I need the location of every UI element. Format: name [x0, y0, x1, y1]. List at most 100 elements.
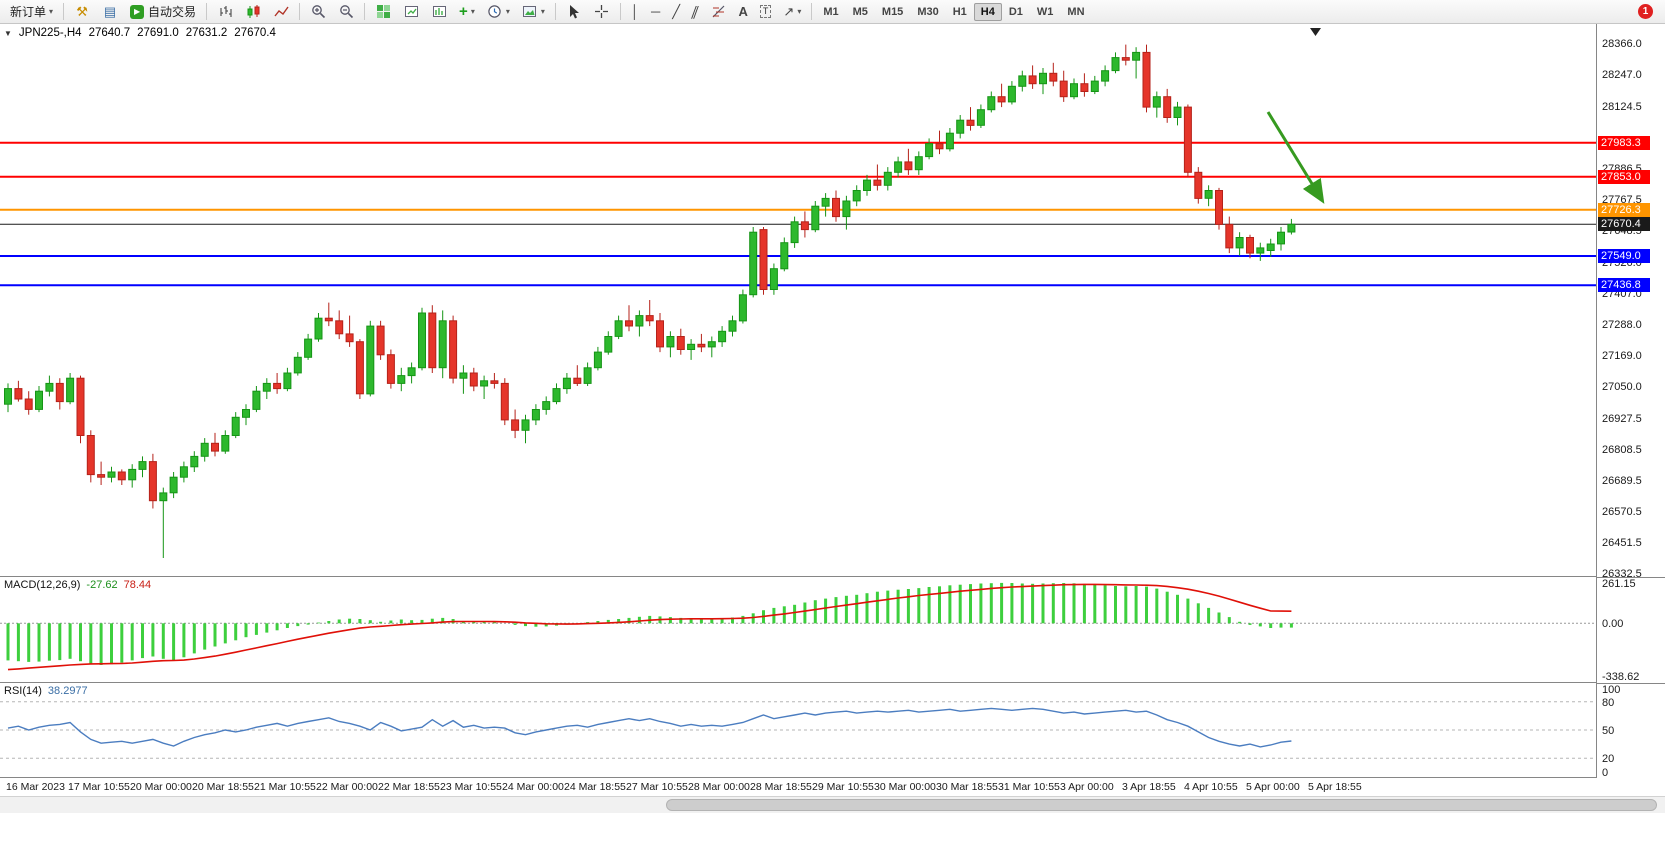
macd-panel: MACD(12,26,9) -27.62 78.44: [0, 577, 1596, 683]
timeframe-button-m30[interactable]: M30: [917, 5, 939, 18]
timeframe-button-d1[interactable]: D1: [1008, 5, 1023, 18]
time-label: 22 Mar 18:55: [378, 781, 440, 793]
chart-shift-button[interactable]: [425, 2, 453, 22]
templates-button[interactable]: ▾: [516, 2, 551, 22]
axis-tick-label: 80: [1602, 697, 1615, 709]
toolbar-separator: [63, 3, 65, 20]
notification-badge[interactable]: 1: [1638, 4, 1653, 19]
time-label: 5 Apr 18:55: [1308, 781, 1362, 793]
chevron-down-icon: ▾: [49, 6, 54, 16]
axis-tick-label: 26332.5: [1602, 568, 1642, 580]
axis-tick-label: 26927.5: [1602, 413, 1642, 425]
auto-scroll-button[interactable]: [397, 2, 425, 22]
macd-indicator-name: MACD(12,26,9): [4, 579, 81, 591]
metaeditor-button[interactable]: ⚒: [68, 2, 96, 22]
time-label: 24 Mar 18:55: [564, 781, 626, 793]
macd-main-value: -27.62: [86, 579, 118, 591]
line-chart-mode-button[interactable]: [267, 2, 295, 22]
time-label: 22 Mar 00:00: [316, 781, 378, 793]
timeframe-button-m15[interactable]: M15: [881, 5, 904, 18]
text-tool[interactable]: A: [733, 2, 754, 22]
price-badge: 27726.3: [1598, 203, 1650, 217]
horizontal-line-tool[interactable]: ─: [645, 2, 666, 22]
time-label: 30 Mar 18:55: [936, 781, 998, 793]
chevron-down-icon: ▾: [540, 6, 545, 16]
fibonacci-tool[interactable]: [705, 2, 733, 22]
crosshair-tool-button[interactable]: [588, 2, 616, 22]
metaeditor-icon: ⚒: [76, 3, 88, 19]
zoom-out-button[interactable]: [332, 2, 360, 22]
axis-tick-label: 50: [1602, 725, 1615, 737]
scrollbar-thumb[interactable]: [666, 799, 1657, 811]
template-image-icon: [522, 4, 538, 20]
timeframe-button-mn[interactable]: MN: [1067, 5, 1085, 18]
chevron-down-icon: ▾: [797, 6, 802, 16]
timeframe-button-w1[interactable]: W1: [1036, 5, 1054, 18]
time-label: 28 Mar 00:00: [688, 781, 750, 793]
price-axis[interactable]: 28366.0 28247.0 28124.5 27886.5 27767.5 27648…: [1596, 24, 1665, 779]
timeframe-button-h4[interactable]: H4: [973, 2, 1002, 21]
price-badge: 27436.8: [1598, 278, 1650, 292]
timeframe-button-h1[interactable]: H1: [952, 5, 967, 18]
main-chart-canvas[interactable]: [0, 24, 1596, 576]
horizontal-scrollbar[interactable]: [0, 796, 1665, 813]
timeframe-button-m1[interactable]: M1: [823, 5, 839, 18]
cursor-tool-button[interactable]: [560, 2, 588, 22]
timeframe-buttons: M1 M5 M15 M30 H1 H4 D1 W1 MN: [816, 2, 1091, 21]
time-label: 24 Mar 00:00: [502, 781, 564, 793]
axis-tick-label: 0.00: [1602, 618, 1624, 630]
timeframe-button-m5[interactable]: M5: [852, 5, 868, 18]
main-chart-panel: ▼ JPN225-,H4 27640.7 27691.0 27631.2 276…: [0, 24, 1596, 577]
terminal-button[interactable]: ▤: [96, 2, 124, 22]
periods-button[interactable]: ▾: [481, 2, 516, 22]
collapse-triangle-icon[interactable]: ▼: [4, 28, 12, 38]
time-label: 5 Apr 00:00: [1246, 781, 1300, 793]
chart-shift-icon: [431, 4, 447, 20]
axis-tick-label: 28124.5: [1602, 101, 1642, 113]
time-label: 31 Mar 10:55: [998, 781, 1060, 793]
time-label: 3 Apr 18:55: [1122, 781, 1176, 793]
candlestick-mode-button[interactable]: [239, 2, 267, 22]
tile-windows-button[interactable]: [369, 2, 397, 22]
trend-arrow-annotation[interactable]: [1266, 111, 1325, 204]
autotrading-play-icon: ▶: [130, 4, 145, 19]
fibonacci-retracement-icon: [711, 4, 727, 20]
autotrading-button[interactable]: ▶ 自动交易: [124, 2, 202, 22]
line-chart-icon: [273, 4, 289, 20]
axis-tick-label: 27169.0: [1602, 350, 1642, 362]
new-order-button[interactable]: 新订单 ▾: [4, 2, 59, 22]
rsi-indicator-name: RSI(14): [4, 685, 42, 697]
time-label: 4 Apr 10:55: [1184, 781, 1238, 793]
axis-tick-label: 20: [1602, 753, 1615, 765]
text-tool-icon: A: [738, 4, 748, 19]
horizontal-line-icon: ─: [650, 4, 661, 19]
channel-tool[interactable]: ∥: [686, 2, 705, 22]
axis-tick-label: 0: [1602, 767, 1609, 779]
bar-chart-mode-button[interactable]: [211, 2, 239, 22]
trendline-icon: ╱: [672, 4, 681, 19]
main-toolbar: 新订单 ▾ ⚒ ▤ ▶ 自动交易: [0, 0, 1665, 24]
panel-separator: [1597, 577, 1665, 578]
arrows-tool[interactable]: ↗ ▾: [777, 2, 807, 22]
rsi-canvas[interactable]: [0, 683, 1596, 777]
chart-header: ▼ JPN225-,H4 27640.7 27691.0 27631.2 276…: [4, 27, 276, 39]
axis-tick-label: 28366.0: [1602, 38, 1642, 50]
axis-tick-label: 26451.5: [1602, 537, 1642, 549]
panel-separator: [1597, 683, 1665, 684]
candles: [4, 44, 1296, 558]
macd-canvas[interactable]: [0, 577, 1596, 682]
time-label: 29 Mar 10:55: [812, 781, 874, 793]
vertical-line-tool[interactable]: │: [625, 2, 645, 22]
macd-label: MACD(12,26,9) -27.62 78.44: [4, 579, 151, 591]
time-axis[interactable]: 16 Mar 2023 17 Mar 10:55 20 Mar 00:00 20 Ma…: [0, 778, 1665, 796]
chart-low-value: 27631.2: [185, 27, 228, 39]
trendline-tool[interactable]: ╱: [666, 2, 686, 22]
chart-shift-marker-icon[interactable]: [1310, 28, 1321, 36]
text-label-tool[interactable]: T: [754, 2, 778, 22]
indicators-button[interactable]: + ▾: [453, 2, 481, 22]
zoom-in-button[interactable]: [304, 2, 332, 22]
axis-tick-label: 27288.0: [1602, 319, 1642, 331]
chart-symbol-period: JPN225-,H4: [18, 27, 82, 39]
time-label: 28 Mar 18:55: [750, 781, 812, 793]
